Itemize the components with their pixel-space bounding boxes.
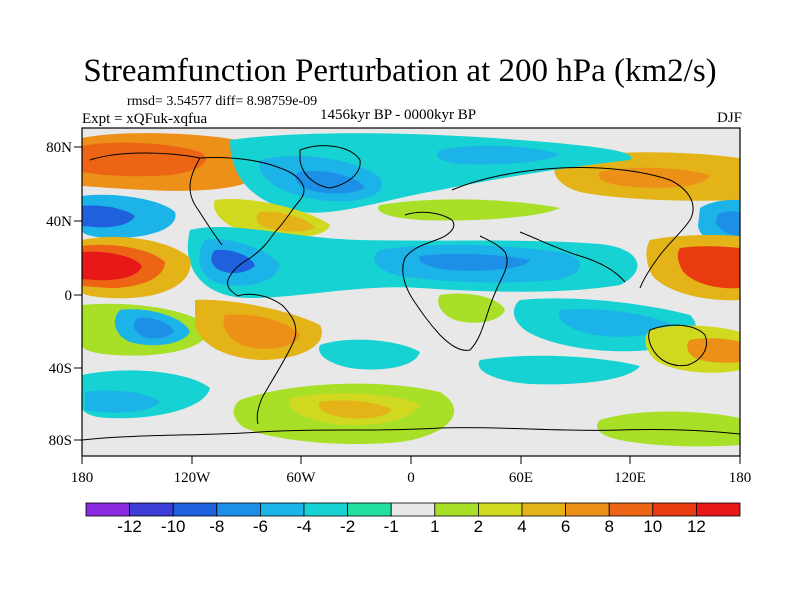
contour-negative-africa-asia-core — [419, 253, 530, 271]
colorbar-box — [390, 502, 436, 517]
colorbar-label: 2 — [474, 517, 483, 536]
period-label: 1456kyr BP - 0000kyr BP — [320, 107, 477, 123]
colorbar-box — [565, 502, 610, 517]
colorbar-box — [85, 502, 130, 517]
contour-positive-northpacific-core — [82, 142, 206, 177]
coast-antarctica — [82, 427, 740, 441]
contour-positive-atlantic-core — [256, 211, 315, 232]
lat-label-0: 0 — [65, 288, 73, 304]
colorbar-box — [434, 502, 479, 517]
contour-negative-southern-ocean-core — [85, 390, 160, 413]
lat-label-40n: 40N — [46, 214, 72, 230]
contour-negative-southern-indian — [478, 355, 640, 385]
lon-axis: 180 120W 60W 0 60E 120E 180 — [71, 456, 752, 486]
colorbar-box — [696, 502, 741, 517]
colorbar-box — [477, 502, 523, 517]
contour-negative-npac-west-core — [82, 205, 135, 228]
colorbar-label: 12 — [687, 517, 706, 536]
lon-label-180e: 180 — [729, 470, 752, 486]
contour-negative-canada-core — [295, 171, 365, 194]
coast-north-america — [89, 152, 305, 297]
contour-negative-indian-ocean-core — [559, 308, 670, 337]
colorbar-label: 6 — [561, 517, 570, 536]
contour-negative-siberia — [436, 145, 560, 165]
coast-australia — [648, 324, 707, 367]
coast-greenland — [299, 145, 361, 189]
lat-label-40s: 40S — [49, 361, 72, 377]
colorbar-label: -2 — [340, 517, 355, 536]
colorbar-label: -8 — [209, 517, 224, 536]
lon-label-60w: 60W — [286, 470, 316, 486]
coastlines — [82, 145, 740, 441]
colorbar-box — [521, 502, 566, 517]
lat-axis: 80N 40N 0 40S 80S — [46, 140, 82, 449]
coast-europe-africa — [402, 211, 508, 351]
colorbar-label: 10 — [643, 517, 662, 536]
contour-positive-south-america-core — [223, 314, 300, 349]
coast-eurasia — [451, 167, 694, 289]
stats-text: rmsd= 3.54577 diff= 8.98759e-09 — [127, 94, 318, 109]
contour-negative-south-atlantic-band — [319, 339, 420, 370]
experiment-label: Expt = xQFuk-xqfua — [82, 111, 208, 127]
colorbar-label: -4 — [296, 517, 311, 536]
lat-label-80n: 80N — [46, 140, 72, 156]
colorbar: -12 -10 -8 -6 -4 -2 -1 1 2 4 6 8 10 12 — [85, 502, 741, 536]
lon-label-60e: 60E — [509, 470, 533, 486]
contour-negative-south-pacific-core — [134, 317, 174, 339]
season-label: DJF — [716, 110, 742, 126]
colorbar-label: -10 — [161, 517, 186, 536]
contour-positive-central-pacific-core — [82, 251, 142, 281]
lon-label-180w: 180 — [71, 470, 94, 486]
colorbar-box — [216, 502, 261, 517]
lat-label-80s: 80S — [49, 433, 72, 449]
colorbar-box — [608, 502, 654, 517]
colorbar-box — [303, 502, 348, 517]
colorbar-label: -12 — [117, 517, 142, 536]
map-title: Streamfunction Perturbation at 200 hPa (… — [83, 53, 717, 89]
lon-label-0: 0 — [407, 470, 415, 486]
colorbar-label: -1 — [384, 517, 399, 536]
lon-label-120e: 120E — [614, 470, 646, 486]
lon-label-120w: 120W — [174, 470, 212, 486]
colorbar-box — [652, 502, 697, 517]
colorbar-label: -6 — [253, 517, 268, 536]
colorbar-label: 1 — [430, 517, 439, 536]
contour-positive-south-atlantic — [438, 293, 505, 323]
contour-positive-ne-europe-core — [598, 167, 710, 188]
colorbar-label: 4 — [517, 517, 526, 536]
contour-field — [82, 128, 740, 456]
contour-negative-npac-east-core — [716, 211, 740, 236]
contour-positive-west-pacific-core — [677, 246, 740, 289]
contour-positive-antarctic-east — [596, 411, 740, 447]
coast-south-america — [237, 293, 297, 425]
contour-negative-america-core — [211, 249, 255, 274]
contour-positive-eurasia — [378, 199, 560, 221]
contour-positive-antarctic-center — [318, 400, 392, 419]
colorbar-box — [259, 502, 305, 517]
colorbar-box — [347, 502, 392, 517]
colorbar-box — [129, 502, 174, 517]
colorbar-box — [172, 502, 218, 517]
colorbar-label: 8 — [604, 517, 613, 536]
